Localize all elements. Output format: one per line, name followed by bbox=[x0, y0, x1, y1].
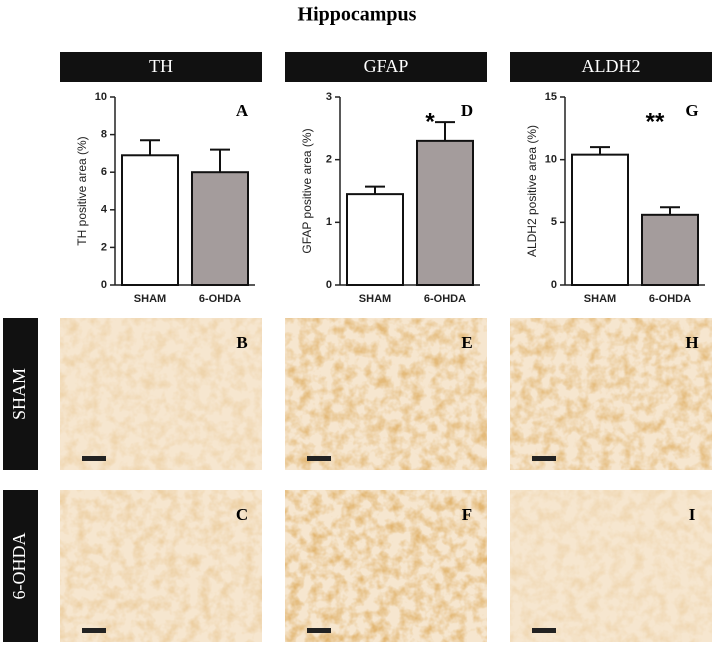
y-tick-label: 2 bbox=[101, 241, 107, 253]
row-label: SHAM bbox=[9, 368, 29, 420]
micrograph-texture bbox=[60, 490, 262, 642]
y-axis-label: GFAP positive area (%) bbox=[300, 128, 314, 253]
figure-title: Hippocampus bbox=[298, 4, 417, 26]
y-tick-label: 4 bbox=[101, 204, 108, 216]
x-tick-label: 6-OHDA bbox=[199, 293, 241, 305]
y-tick-label: 15 bbox=[545, 91, 557, 103]
y-tick-label: 2 bbox=[326, 154, 332, 166]
scale-bar bbox=[307, 628, 331, 633]
micrograph-texture bbox=[510, 318, 712, 470]
x-tick-label: 6-OHDA bbox=[424, 293, 466, 305]
bar bbox=[121, 154, 179, 286]
significance-mark: ** bbox=[646, 108, 665, 135]
y-tick-label: 3 bbox=[326, 91, 332, 103]
micrograph-texture bbox=[285, 318, 487, 470]
panel-letter: A bbox=[236, 101, 249, 120]
error-bar bbox=[660, 206, 680, 215]
panel-letter: D bbox=[461, 101, 473, 120]
micrograph-texture bbox=[285, 490, 487, 642]
y-tick-label: 0 bbox=[101, 279, 107, 291]
panel-letter: C bbox=[236, 505, 248, 524]
bar bbox=[641, 213, 699, 287]
scale-bar bbox=[82, 628, 106, 633]
header-box bbox=[285, 52, 487, 82]
x-tick-label: SHAM bbox=[134, 293, 166, 305]
error-bar bbox=[210, 148, 230, 173]
y-tick-label: 0 bbox=[551, 279, 557, 291]
bar bbox=[416, 139, 474, 286]
scale-bar bbox=[82, 456, 106, 461]
row-label-box bbox=[3, 318, 38, 470]
header-box bbox=[510, 52, 712, 82]
x-tick-label: SHAM bbox=[584, 293, 616, 305]
error-bar bbox=[140, 139, 160, 156]
error-bar bbox=[590, 146, 610, 155]
panel-letter: H bbox=[685, 333, 698, 352]
bar bbox=[571, 153, 629, 286]
y-axis-label: TH positive area (%) bbox=[75, 136, 89, 245]
header-label: TH bbox=[149, 56, 173, 76]
panel-letter: E bbox=[461, 333, 472, 352]
scale-bar bbox=[307, 456, 331, 461]
y-axis-label: ALDH2 positive area (%) bbox=[525, 125, 539, 257]
y-tick-label: 10 bbox=[95, 91, 107, 103]
panel-letter: I bbox=[689, 505, 696, 524]
error-bar bbox=[365, 185, 385, 195]
micrograph-texture bbox=[510, 490, 712, 642]
y-tick-label: 1 bbox=[326, 216, 332, 228]
row-label-box bbox=[3, 490, 38, 642]
y-tick-label: 0 bbox=[326, 279, 332, 291]
scale-bar bbox=[532, 628, 556, 633]
significance-mark: * bbox=[425, 108, 435, 135]
x-tick-label: 6-OHDA bbox=[649, 293, 691, 305]
header-box bbox=[60, 52, 262, 82]
panel-letter: B bbox=[236, 333, 247, 352]
panel-letter: G bbox=[685, 101, 698, 120]
header-label: GFAP bbox=[364, 56, 409, 76]
y-tick-label: 10 bbox=[545, 154, 557, 166]
error-bar bbox=[435, 121, 455, 141]
y-tick-label: 6 bbox=[101, 166, 107, 178]
y-tick-label: 5 bbox=[551, 216, 557, 228]
bar bbox=[346, 193, 404, 286]
y-tick-label: 8 bbox=[101, 129, 107, 141]
row-label: 6-OHDA bbox=[9, 533, 29, 600]
bar bbox=[191, 171, 249, 286]
header-label: ALDH2 bbox=[582, 56, 641, 76]
micrograph-texture bbox=[60, 318, 262, 470]
scale-bar bbox=[532, 456, 556, 461]
panel-letter: F bbox=[462, 505, 472, 524]
x-tick-label: SHAM bbox=[359, 293, 391, 305]
